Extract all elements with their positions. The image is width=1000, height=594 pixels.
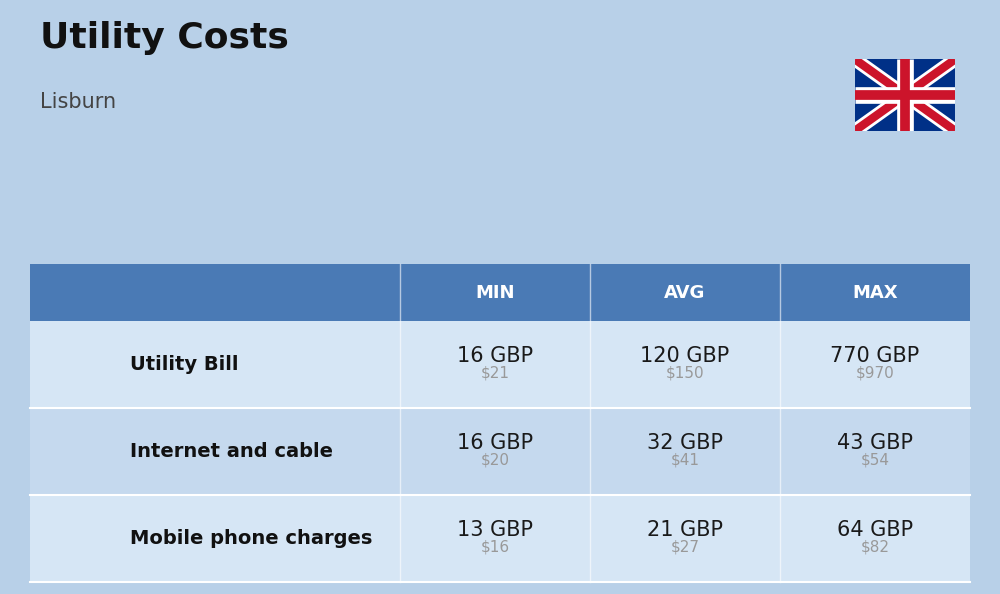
Text: 120 GBP: 120 GBP bbox=[640, 346, 730, 366]
Circle shape bbox=[85, 341, 99, 355]
Text: Utility Bill: Utility Bill bbox=[130, 355, 239, 374]
FancyBboxPatch shape bbox=[75, 331, 109, 364]
Circle shape bbox=[72, 564, 78, 571]
Text: Utility Costs: Utility Costs bbox=[40, 21, 289, 55]
Text: 32 GBP: 32 GBP bbox=[647, 432, 723, 453]
Text: 21 GBP: 21 GBP bbox=[647, 520, 723, 540]
FancyBboxPatch shape bbox=[78, 536, 86, 544]
Text: $27: $27 bbox=[670, 540, 699, 555]
Text: 64 GBP: 64 GBP bbox=[837, 520, 913, 540]
Text: 16 GBP: 16 GBP bbox=[457, 432, 533, 453]
FancyBboxPatch shape bbox=[69, 536, 77, 544]
Text: $21: $21 bbox=[480, 365, 510, 381]
Text: 770 GBP: 770 GBP bbox=[830, 346, 920, 366]
Text: $16: $16 bbox=[480, 540, 510, 555]
FancyBboxPatch shape bbox=[47, 455, 103, 486]
FancyBboxPatch shape bbox=[54, 505, 96, 573]
FancyBboxPatch shape bbox=[69, 545, 77, 552]
Text: 13 GBP: 13 GBP bbox=[457, 520, 533, 540]
FancyBboxPatch shape bbox=[61, 527, 69, 535]
Text: $970: $970 bbox=[856, 365, 894, 381]
FancyBboxPatch shape bbox=[61, 545, 69, 552]
FancyBboxPatch shape bbox=[69, 527, 77, 535]
Text: $150: $150 bbox=[666, 365, 704, 381]
Circle shape bbox=[52, 371, 62, 380]
FancyBboxPatch shape bbox=[61, 518, 89, 563]
FancyBboxPatch shape bbox=[61, 536, 69, 544]
Text: 43 GBP: 43 GBP bbox=[837, 432, 913, 453]
Text: Internet and cable: Internet and cable bbox=[130, 442, 333, 461]
Text: $41: $41 bbox=[670, 453, 699, 467]
Text: Lisburn: Lisburn bbox=[40, 92, 116, 112]
FancyBboxPatch shape bbox=[40, 366, 74, 399]
Text: $82: $82 bbox=[860, 540, 890, 555]
Text: $54: $54 bbox=[860, 453, 890, 467]
Text: Mobile phone charges: Mobile phone charges bbox=[130, 529, 372, 548]
Text: MAX: MAX bbox=[852, 283, 898, 302]
Text: AVG: AVG bbox=[664, 283, 706, 302]
Text: $20: $20 bbox=[480, 453, 510, 467]
Text: MIN: MIN bbox=[475, 283, 515, 302]
FancyBboxPatch shape bbox=[78, 527, 86, 535]
Text: 16 GBP: 16 GBP bbox=[457, 346, 533, 366]
